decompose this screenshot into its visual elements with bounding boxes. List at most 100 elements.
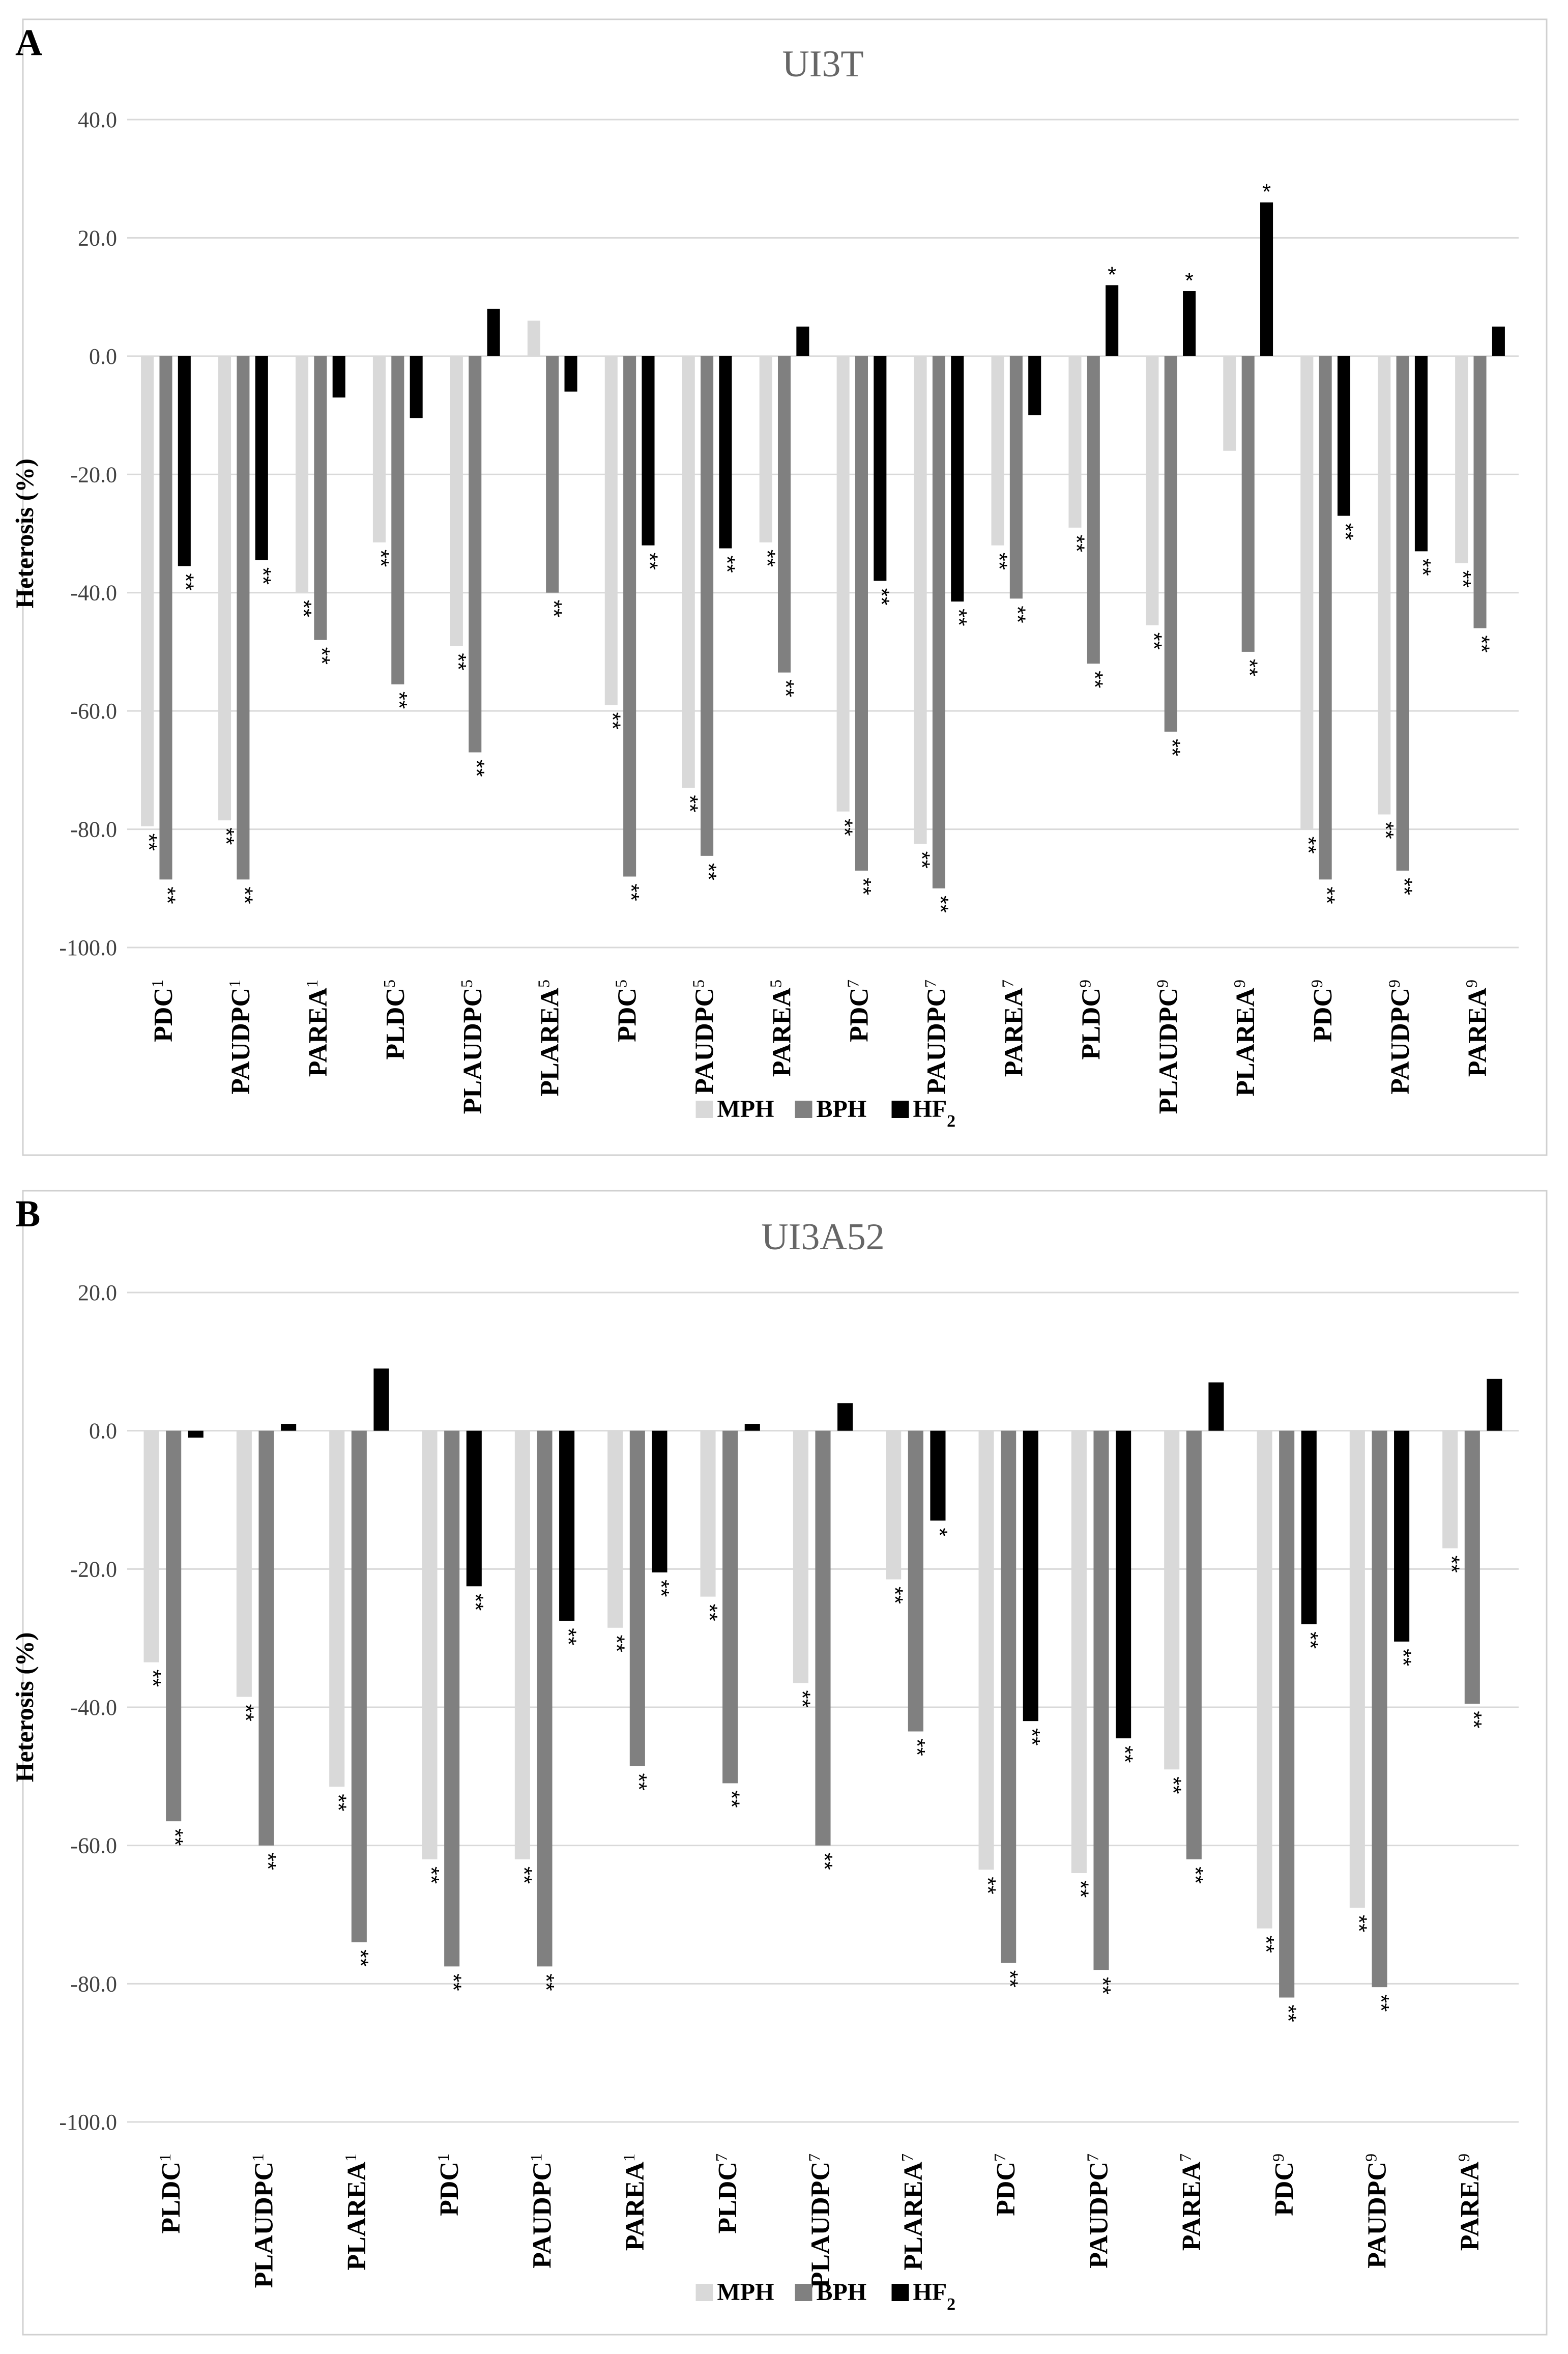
bar-mph xyxy=(422,1430,438,1859)
significance-star: ** xyxy=(773,680,798,697)
significance-star: ** xyxy=(1346,1915,1371,1932)
bar-bph xyxy=(1164,356,1177,732)
significance-star: ** xyxy=(1141,633,1166,650)
significance-star: ** xyxy=(173,573,198,590)
significance-star: ** xyxy=(649,1580,674,1597)
significance-star: ** xyxy=(1450,570,1475,588)
bar-hf2 xyxy=(1208,1382,1224,1431)
x-tick-label: PAREA7 xyxy=(1176,2154,1206,2251)
x-tick-label: PDC5 xyxy=(612,980,642,1042)
y-tick-label: 20.0 xyxy=(78,225,117,250)
significance-star: ** xyxy=(1254,1936,1279,1953)
bar-mph xyxy=(143,1430,159,1662)
significance-star: ** xyxy=(678,795,703,812)
panel-border xyxy=(22,1190,1548,2336)
significance-star: ** xyxy=(1298,1631,1323,1649)
significance-star: ** xyxy=(163,1828,188,1846)
legend-swatch-hf2 xyxy=(891,1101,909,1118)
bar-hf2 xyxy=(874,356,887,581)
significance-star: ** xyxy=(1005,606,1030,623)
significance-star: ** xyxy=(909,851,934,869)
bar-mph xyxy=(700,1430,716,1597)
bar-mph xyxy=(1349,1430,1365,1908)
x-tick-label: PAUDPC1 xyxy=(527,2154,557,2269)
y-tick-label: -40.0 xyxy=(70,1695,117,1720)
panel-label: B xyxy=(15,1193,40,1235)
bar-mph xyxy=(607,1430,623,1628)
significance-star: ** xyxy=(626,1773,651,1790)
bar-bph xyxy=(391,356,404,684)
x-tick-label: PLAUDPC9 xyxy=(1153,980,1183,1114)
legend-label-bph: BPH xyxy=(817,1096,867,1123)
bar-bph xyxy=(1396,356,1409,871)
bar-mph xyxy=(295,356,309,593)
bar-hf2 xyxy=(652,1430,667,1573)
bar-mph xyxy=(329,1430,345,1787)
x-tick-label: PAUDPC7 xyxy=(921,980,951,1095)
bar-bph xyxy=(815,1430,831,1846)
legend-label-hf2: HF2 xyxy=(913,1096,956,1131)
significance-star: ** xyxy=(463,1593,488,1611)
legend-swatch-mph xyxy=(695,2284,713,2301)
significance-star: * xyxy=(927,1528,952,1536)
bar-bph xyxy=(537,1430,553,1967)
bar-bph xyxy=(546,356,559,593)
x-tick-label: PLDC1 xyxy=(156,2154,186,2234)
bar-bph xyxy=(629,1430,645,1766)
significance-star: ** xyxy=(1439,1556,1464,1573)
legend-swatch-bph xyxy=(795,1101,812,1118)
legend-label-bph: BPH xyxy=(817,2279,867,2306)
y-axis-label: Heterosis (%) xyxy=(10,1632,39,1783)
significance-star: ** xyxy=(155,886,180,904)
x-tick-label: PAUDPC9 xyxy=(1385,980,1415,1095)
significance-star: ** xyxy=(251,567,276,585)
x-tick-label: PAREA9 xyxy=(1455,2154,1485,2251)
bar-hf2 xyxy=(930,1430,946,1521)
bar-mph xyxy=(218,356,231,821)
panel-border xyxy=(22,18,1548,1156)
bar-mph xyxy=(236,1430,252,1697)
x-tick-label: PDC9 xyxy=(1308,980,1338,1042)
bar-hf2 xyxy=(951,356,964,602)
significance-star: ** xyxy=(446,653,471,670)
bar-bph xyxy=(1087,356,1100,664)
y-tick-label: -20.0 xyxy=(70,462,117,487)
bar-bph xyxy=(777,356,791,673)
significance-star: ** xyxy=(1183,1867,1208,1884)
bar-mph xyxy=(1300,356,1314,829)
bar-bph xyxy=(314,356,327,640)
bar-mph xyxy=(759,356,772,542)
bar-hf2 xyxy=(1106,285,1119,356)
significance-star: ** xyxy=(255,1853,280,1870)
significance-star: ** xyxy=(696,863,721,880)
x-tick-label: PDC7 xyxy=(844,980,874,1042)
bar-mph xyxy=(141,356,154,826)
bar-hf2 xyxy=(837,1403,853,1431)
y-tick-label: -80.0 xyxy=(70,817,117,842)
significance-star: * xyxy=(1185,268,1194,293)
bar-bph xyxy=(722,1430,738,1784)
significance-star: ** xyxy=(604,1635,629,1652)
significance-star: ** xyxy=(1083,671,1108,688)
chart-panel-A: A UI3T 40.0 20.0 0.0 -20.0 -40.0 -60.0 -80.0 -100… xyxy=(10,18,1548,1156)
significance-star: ** xyxy=(1461,1711,1486,1728)
x-tick-label: PLAUDPC5 xyxy=(457,980,487,1114)
x-tick-label: PAUDPC9 xyxy=(1362,2154,1392,2269)
significance-star: ** xyxy=(1369,1994,1393,2012)
bar-mph xyxy=(978,1430,994,1870)
bar-mph xyxy=(372,356,386,542)
significance-star: ** xyxy=(998,1970,1023,1988)
x-tick-label: PAREA9 xyxy=(1462,980,1492,1077)
bar-bph xyxy=(351,1430,367,1942)
bar-hf2 xyxy=(1301,1430,1317,1624)
significance-star: ** xyxy=(1391,878,1416,895)
significance-star: ** xyxy=(600,712,625,730)
significance-star: ** xyxy=(368,550,393,567)
bar-bph xyxy=(1009,356,1023,599)
significance-star: ** xyxy=(464,759,489,777)
bar-hf2 xyxy=(466,1430,482,1587)
bar-bph xyxy=(1093,1430,1109,1970)
bar-bph xyxy=(1372,1430,1387,1988)
bar-bph xyxy=(1241,356,1255,652)
significance-star: * xyxy=(1262,180,1271,205)
